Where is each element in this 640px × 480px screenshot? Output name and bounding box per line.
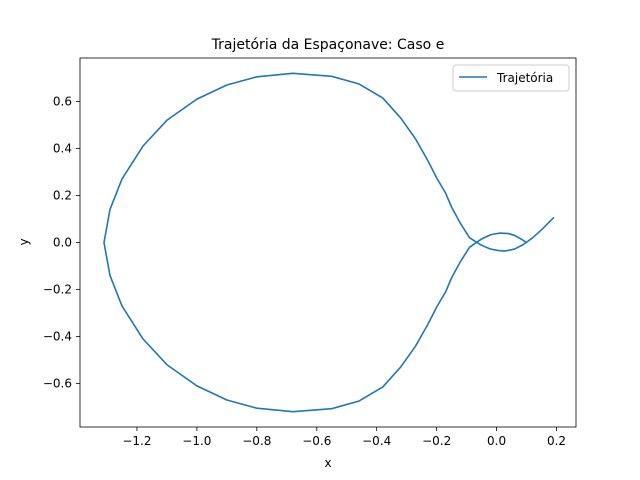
legend-label: Trajetória — [496, 71, 553, 85]
x-axis-ticks: −1.2 −1.0 −0.8 −0.6 −0.4 −0.2 0.0 0.2 — [122, 427, 566, 448]
legend-box — [452, 64, 570, 92]
y-tick-label: −0.6 — [43, 377, 72, 391]
x-tick-label: −0.8 — [242, 434, 271, 448]
chart-title: Trajetória da Espaçonave: Caso e — [211, 37, 445, 53]
x-tick-label: 0.2 — [547, 434, 566, 448]
y-axis-label: y — [17, 238, 31, 245]
y-axis-ticks: −0.6 −0.4 −0.2 0.0 0.2 0.4 0.6 — [43, 94, 80, 391]
x-tick-label: −0.2 — [422, 434, 451, 448]
x-tick-label: −0.6 — [302, 434, 331, 448]
y-tick-label: −0.2 — [43, 283, 72, 297]
legend: Trajetória — [452, 64, 570, 92]
x-tick-label: 0.0 — [487, 434, 506, 448]
x-axis-label: x — [324, 456, 331, 470]
x-tick-label: −1.2 — [122, 434, 151, 448]
y-tick-label: 0.2 — [53, 188, 72, 202]
y-tick-label: 0.0 — [53, 236, 72, 250]
x-tick-label: −1.0 — [182, 434, 211, 448]
x-tick-label: −0.4 — [362, 434, 391, 448]
y-tick-label: 0.6 — [53, 94, 72, 108]
y-tick-label: 0.4 — [53, 141, 72, 155]
series-line-trajetoria — [103, 72, 555, 413]
y-tick-label: −0.4 — [43, 330, 72, 344]
